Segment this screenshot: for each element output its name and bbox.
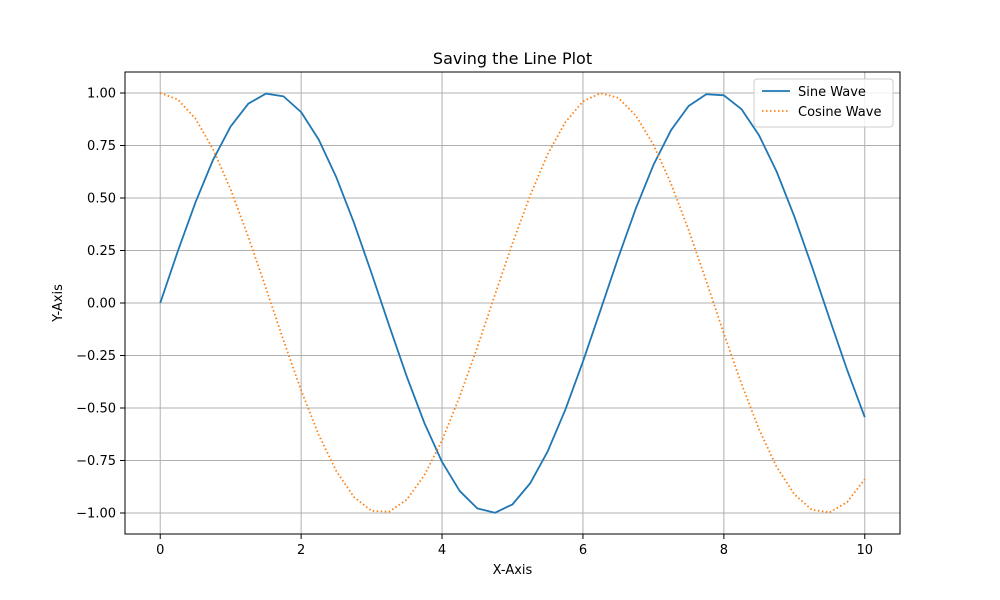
y-tick-label: 0.75 — [87, 139, 116, 154]
y-tick-label: −0.75 — [76, 454, 116, 469]
y-tick-label: 0.00 — [87, 297, 116, 312]
x-tick-label: 4 — [438, 543, 446, 558]
y-tick-label: 0.50 — [87, 192, 116, 207]
x-tick-label: 2 — [297, 543, 305, 558]
x-axis-ticks: 0 2 4 6 8 10 — [156, 534, 873, 558]
y-tick-label: −1.00 — [76, 507, 116, 522]
x-tick-label: 6 — [579, 543, 587, 558]
x-axis-label: X-Axis — [493, 563, 533, 578]
y-axis-label: Y-Axis — [51, 284, 66, 323]
x-tick-label: 0 — [156, 543, 164, 558]
y-tick-label: 1.00 — [87, 87, 116, 102]
legend: Sine Wave Cosine Wave — [753, 78, 894, 128]
legend-label-cosine-wave: Cosine Wave — [798, 105, 881, 120]
y-axis-ticks: −1.00 −0.75 −0.50 −0.25 0.00 0.25 0.50 0.75 1.00 — [76, 87, 125, 522]
grid — [125, 72, 900, 534]
y-tick-label: −0.50 — [76, 402, 116, 417]
y-tick-label: 0.25 — [87, 244, 116, 259]
series-layer — [159, 92, 866, 514]
chart-title: Saving the Line Plot — [433, 49, 592, 68]
legend-label-sine-wave: Sine Wave — [798, 85, 866, 100]
x-tick-label: 8 — [720, 543, 728, 558]
x-tick-label: 10 — [856, 543, 873, 558]
series-line-sine-wave — [159, 92, 866, 514]
series-line-cosine-wave — [159, 92, 866, 514]
y-tick-label: −0.25 — [76, 349, 116, 364]
